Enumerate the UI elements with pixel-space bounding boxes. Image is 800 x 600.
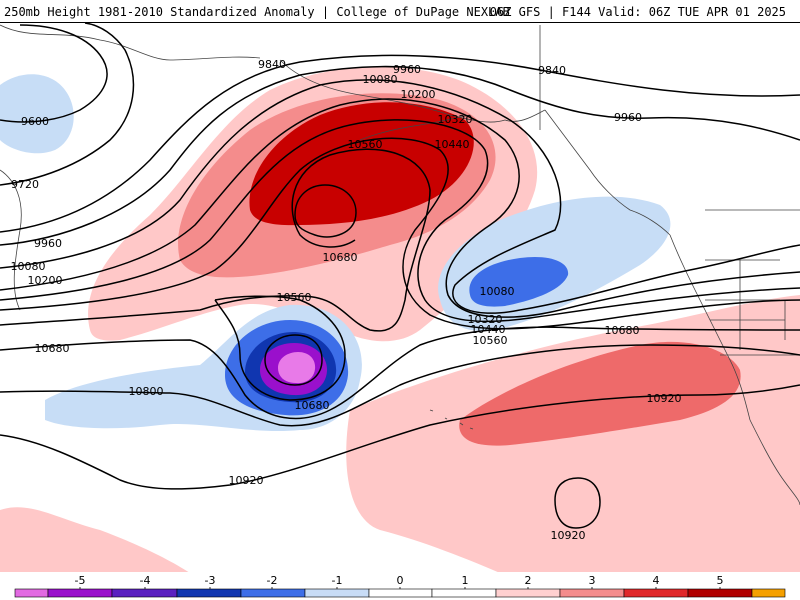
colorbar-cell bbox=[176, 588, 242, 598]
height-contours bbox=[0, 23, 800, 529]
contour-10440 bbox=[0, 137, 800, 330]
colorbar-cell bbox=[559, 588, 625, 598]
colorbar-cell bbox=[14, 588, 49, 598]
colorbar-tick-label: 4 bbox=[653, 574, 660, 587]
colorbar-cell bbox=[751, 588, 786, 598]
label-10320-b: 10320 bbox=[468, 313, 503, 326]
contour-10800 bbox=[0, 344, 800, 427]
positive-anomaly-south-2 bbox=[459, 341, 741, 446]
colorbar-tick-label: 0 bbox=[397, 574, 404, 587]
label-10680-a: 10680 bbox=[323, 251, 358, 264]
state-borders-1 bbox=[705, 259, 780, 350]
label-9960-a: 9960 bbox=[393, 63, 421, 76]
model-valid-time: 06Z GFS | F144 Valid: 06Z TUE APR 01 202… bbox=[489, 5, 786, 19]
label-9840-a: 9840 bbox=[258, 58, 286, 71]
label-10440-b: 10440 bbox=[471, 323, 506, 336]
label-10080-c: 10080 bbox=[480, 285, 515, 298]
label-9960-c: 9960 bbox=[34, 237, 62, 250]
colorbar-cell bbox=[368, 588, 433, 598]
contour-10320 bbox=[0, 119, 800, 323]
contour-9840 bbox=[0, 54, 800, 233]
siberia-coast bbox=[0, 24, 261, 61]
colorbar-tick-label: 1 bbox=[462, 574, 469, 587]
label-10080-b: 10080 bbox=[11, 260, 46, 273]
label-10680-c: 10680 bbox=[35, 342, 70, 355]
anomaly-shading bbox=[0, 66, 800, 573]
contour-10680-low bbox=[264, 334, 323, 386]
canada-coast bbox=[544, 109, 671, 236]
aleutian-chain bbox=[359, 114, 471, 141]
label-9720: 9720 bbox=[11, 178, 39, 191]
mexico-coast bbox=[749, 419, 800, 506]
label-10320-a: 10320 bbox=[438, 113, 473, 126]
contour-10680-ridge bbox=[294, 184, 357, 238]
colorbar-cell bbox=[240, 588, 306, 598]
label-10920-b: 10920 bbox=[647, 392, 682, 405]
colorbar-cell bbox=[431, 588, 497, 598]
label-10200-a: 10200 bbox=[401, 88, 436, 101]
label-10920-c: 10920 bbox=[551, 529, 586, 542]
alaska-coast bbox=[279, 59, 546, 123]
colorbar-tick-label: 5 bbox=[717, 574, 724, 587]
contour-10200 bbox=[0, 98, 800, 318]
label-10560-a: 10560 bbox=[348, 138, 383, 151]
colorbar-cell bbox=[623, 588, 689, 598]
contour-10920 bbox=[0, 384, 800, 490]
label-10680-d: 10680 bbox=[295, 399, 330, 412]
contour-10080 bbox=[0, 79, 800, 314]
label-10560-c: 10560 bbox=[277, 291, 312, 304]
colorbar-tick-label: 2 bbox=[525, 574, 532, 587]
label-9600: 9600 bbox=[21, 115, 49, 128]
state-borders-2 bbox=[710, 300, 800, 356]
colorbar-tick-label: 3 bbox=[589, 574, 596, 587]
negative-anomaly-west-5 bbox=[278, 352, 316, 384]
colorbar-cell bbox=[47, 588, 113, 598]
label-10200-b: 10200 bbox=[28, 274, 63, 287]
colorbar: -5 -4 -3 -2 -1 0 1 2 3 4 5 bbox=[0, 572, 800, 600]
contour-9720 bbox=[0, 23, 135, 186]
label-9840-b: 9840 bbox=[538, 64, 566, 77]
label-10920-a: 10920 bbox=[229, 474, 264, 487]
negative-anomaly-northwest bbox=[0, 74, 74, 154]
us-west-coast bbox=[669, 234, 751, 421]
map-title: 250mb Height 1981-2010 Standardized Anom… bbox=[4, 5, 510, 19]
label-9960-b: 9960 bbox=[614, 111, 642, 124]
colorbar-tick-label: -3 bbox=[205, 574, 216, 587]
colorbar-tick-label: -5 bbox=[75, 574, 86, 587]
contour-10680 bbox=[0, 326, 800, 420]
negative-anomaly-east-2 bbox=[469, 256, 569, 307]
colorbar-ticks: -5 -4 -3 -2 -1 0 1 2 3 4 5 bbox=[75, 574, 724, 589]
anomaly-map: 9600 9720 9840 9840 9960 9960 9960 10080… bbox=[0, 23, 800, 573]
colorbar-cell bbox=[111, 588, 178, 598]
label-10560-b: 10560 bbox=[473, 334, 508, 347]
colorbar-cell bbox=[304, 588, 370, 598]
label-10800: 10800 bbox=[129, 385, 164, 398]
positive-anomaly-3 bbox=[249, 102, 474, 226]
coastlines bbox=[0, 24, 800, 506]
label-10080-a: 10080 bbox=[363, 73, 398, 86]
contour-labels: 9600 9720 9840 9840 9960 9960 9960 10080… bbox=[11, 58, 682, 542]
contour-10560-low bbox=[214, 295, 346, 401]
label-10680-b: 10680 bbox=[605, 324, 640, 337]
colorbar-tick-label: -1 bbox=[332, 574, 343, 587]
colorbar-cell bbox=[687, 588, 753, 598]
header: 250mb Height 1981-2010 Standardized Anom… bbox=[0, 0, 800, 23]
contour-9960 bbox=[0, 65, 800, 246]
colorbar-tick-label: -2 bbox=[267, 574, 278, 587]
colorbar-cells bbox=[14, 588, 786, 598]
hawaii-islands bbox=[429, 409, 474, 430]
colorbar-cell bbox=[495, 588, 561, 598]
contour-10920-high bbox=[554, 477, 601, 529]
contour-10560 bbox=[0, 148, 431, 332]
contour-9600 bbox=[0, 24, 108, 123]
label-10440-a: 10440 bbox=[435, 138, 470, 151]
positive-anomaly-southwest bbox=[0, 507, 190, 573]
colorbar-tick-label: -4 bbox=[140, 574, 151, 587]
